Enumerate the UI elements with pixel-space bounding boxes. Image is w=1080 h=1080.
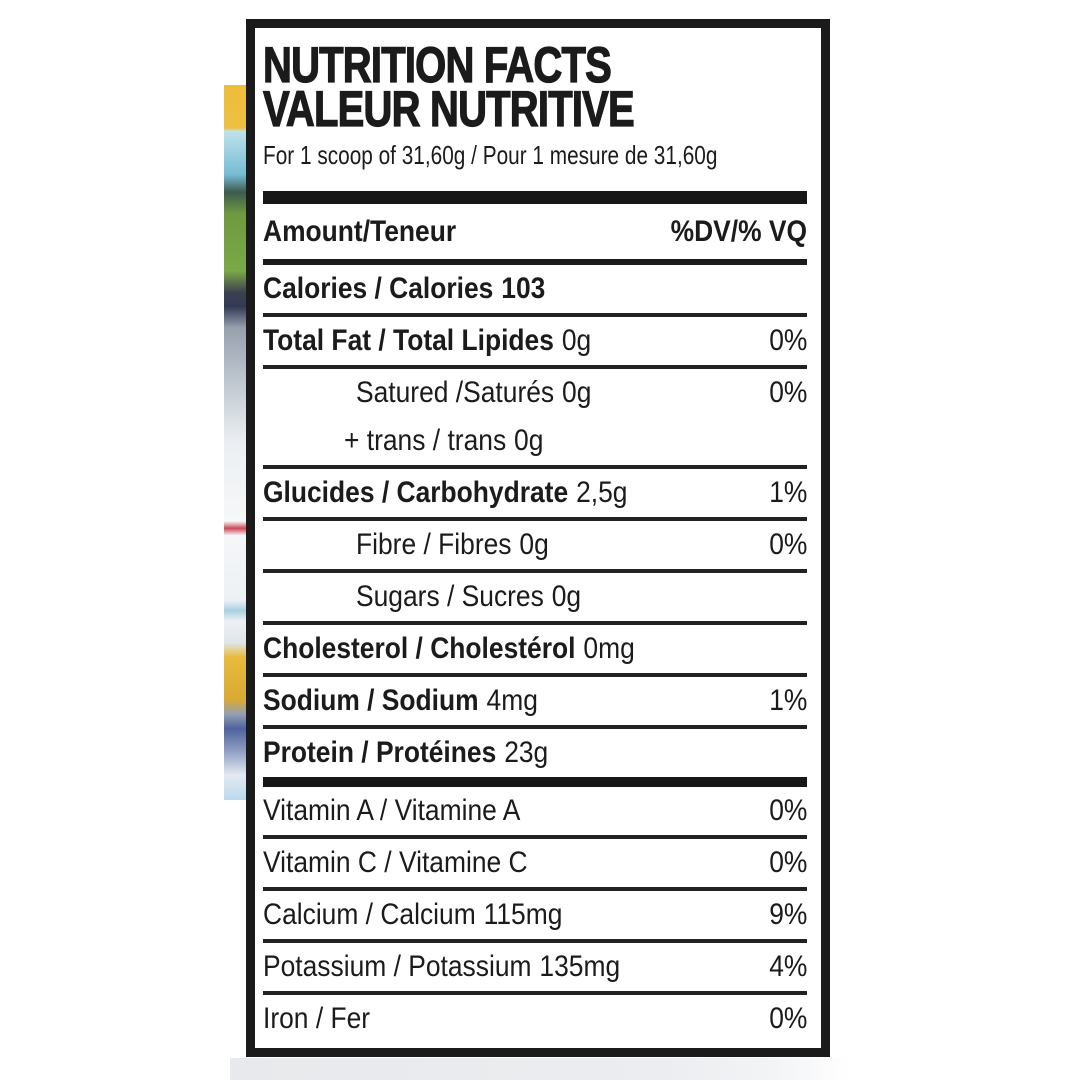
nutrient-rows: Calories / Calories 103 Total Fat / Tota…	[263, 265, 807, 1043]
nutrient-daily-value: 4%	[768, 950, 807, 983]
nutrient-row: Protein / Protéines 23g	[263, 729, 807, 787]
panel-title-en: NUTRITION FACTS	[262, 37, 612, 93]
nutrient-daily-value: 1%	[768, 476, 807, 509]
nutrient-daily-value: 1%	[768, 684, 807, 717]
nutrition-facts-panel: NUTRITION FACTS VALEUR NUTRITIVE For 1 s…	[246, 19, 830, 1057]
nutrient-label-group: Protein / Protéines 23g	[263, 736, 548, 770]
nutrient-daily-value: 0%	[768, 794, 807, 827]
nutrient-name: Iron / Fer	[263, 1002, 371, 1035]
nutrient-label-group: Cholesterol / Cholestérol 0mg	[263, 632, 635, 666]
nutrient-label-group: Calories / Calories 103	[263, 272, 545, 306]
nutrient-row: Sodium / Sodium 4mg 1%	[263, 677, 807, 729]
nutrient-label-group: Total Fat / Total Lipides 0g	[263, 324, 591, 358]
nutrient-amount: 2,5g	[576, 476, 628, 509]
nutrient-row: Iron / Fer 0%	[263, 995, 807, 1043]
nutrient-daily-value: 0%	[768, 528, 807, 561]
nutrient-amount: 4mg	[486, 684, 538, 717]
amount-column-header: Amount/Teneur	[263, 214, 457, 248]
nutrient-row: Cholesterol / Cholestérol 0mg	[263, 625, 807, 677]
background-photo-bottom-edge	[230, 1058, 850, 1080]
serving-size: For 1 scoop of 31,60g / Pour 1 mesure de…	[263, 140, 807, 170]
serving-size-text: For 1 scoop of 31,60g / Pour 1 mesure de…	[263, 140, 718, 170]
nutrient-name: Cholesterol / Cholestérol	[263, 632, 576, 665]
nutrient-name: Fibre / Fibres	[356, 528, 512, 561]
nutrient-label-group: + trans / trans 0g	[344, 424, 543, 458]
nutrient-amount: 23g	[504, 736, 549, 769]
nutrient-amount: 0g	[562, 376, 592, 409]
nutrient-name: Protein / Protéines	[263, 736, 497, 769]
nutrient-row: + trans / trans 0g	[263, 417, 807, 469]
nutrient-row: Vitamin C / Vitamine C 0%	[263, 839, 807, 891]
nutrient-name: Total Fat / Total Lipides	[263, 324, 554, 357]
nutrient-name: Calories / Calories	[263, 272, 494, 305]
nutrient-daily-value: 0%	[768, 846, 807, 879]
nutrient-row: Total Fat / Total Lipides 0g 0%	[263, 317, 807, 369]
nutrient-name: Vitamin C / Vitamine C	[263, 846, 528, 879]
nutrient-name: Sodium / Sodium	[263, 684, 479, 717]
nutrient-amount: 115mg	[483, 898, 563, 931]
nutrient-label-group: Potassium / Potassium 135mg	[263, 950, 620, 984]
nutrient-row: Glucides / Carbohydrate 2,5g 1%	[263, 469, 807, 521]
nutrient-label-group: Vitamin C / Vitamine C	[263, 846, 528, 880]
nutrient-label-group: Sugars / Sucres 0g	[356, 580, 581, 614]
nutrient-amount: 103	[501, 272, 546, 305]
nutrient-row: Satured /Saturés 0g 0%	[263, 369, 807, 417]
panel-title-fr: VALEUR NUTRITIVE	[262, 81, 635, 137]
nutrient-daily-value: 9%	[768, 898, 807, 931]
nutrient-row: Potassium / Potassium 135mg 4%	[263, 943, 807, 995]
nutrient-row: Calories / Calories 103	[263, 265, 807, 317]
nutrient-amount: 0mg	[583, 632, 635, 665]
nutrient-name: Satured /Saturés	[356, 376, 555, 409]
nutrient-daily-value: 0%	[768, 324, 807, 357]
nutrient-label-group: Vitamin A / Vitamine A	[263, 794, 520, 828]
nutrient-name: + trans / trans	[344, 424, 507, 457]
nutrient-name: Glucides / Carbohydrate	[263, 476, 569, 509]
nutrient-amount: 0g	[514, 424, 544, 457]
nutrient-label-group: Glucides / Carbohydrate 2,5g	[263, 476, 627, 510]
nutrient-row: Vitamin A / Vitamine A 0%	[263, 787, 807, 839]
nutrient-amount: 0g	[561, 324, 592, 357]
daily-value-column-header: %DV/% VQ	[670, 214, 807, 248]
nutrient-name: Potassium / Potassium	[263, 950, 532, 983]
nutrient-amount: 0g	[519, 528, 549, 561]
nutrient-name: Vitamin A / Vitamine A	[263, 794, 521, 827]
panel-title: NUTRITION FACTS VALEUR NUTRITIVE	[262, 37, 807, 137]
column-header-row: Amount/Teneur %DV/% VQ	[263, 204, 807, 265]
nutrient-amount: 0g	[551, 580, 582, 613]
nutrient-label-group: Fibre / Fibres 0g	[356, 528, 549, 562]
nutrient-row: Calcium / Calcium 115mg 9%	[263, 891, 807, 943]
nutrient-label-group: Iron / Fer	[263, 1002, 370, 1036]
nutrient-label-group: Sodium / Sodium 4mg	[263, 684, 538, 718]
nutrient-daily-value: 0%	[768, 1002, 807, 1035]
nutrient-row: Sugars / Sucres 0g	[263, 573, 807, 625]
nutrient-name: Calcium / Calcium	[263, 898, 476, 931]
separator-heavy-top	[263, 191, 807, 204]
nutrient-daily-value: 0%	[768, 376, 807, 409]
background-fruit-photo-strip	[224, 85, 248, 800]
nutrient-label-group: Calcium / Calcium 115mg	[263, 898, 562, 932]
nutrient-name: Sugars / Sucres	[356, 580, 544, 613]
nutrient-amount: 135mg	[539, 950, 621, 983]
nutrient-row: Fibre / Fibres 0g 0%	[263, 521, 807, 573]
nutrient-label-group: Satured /Saturés 0g	[356, 376, 591, 410]
